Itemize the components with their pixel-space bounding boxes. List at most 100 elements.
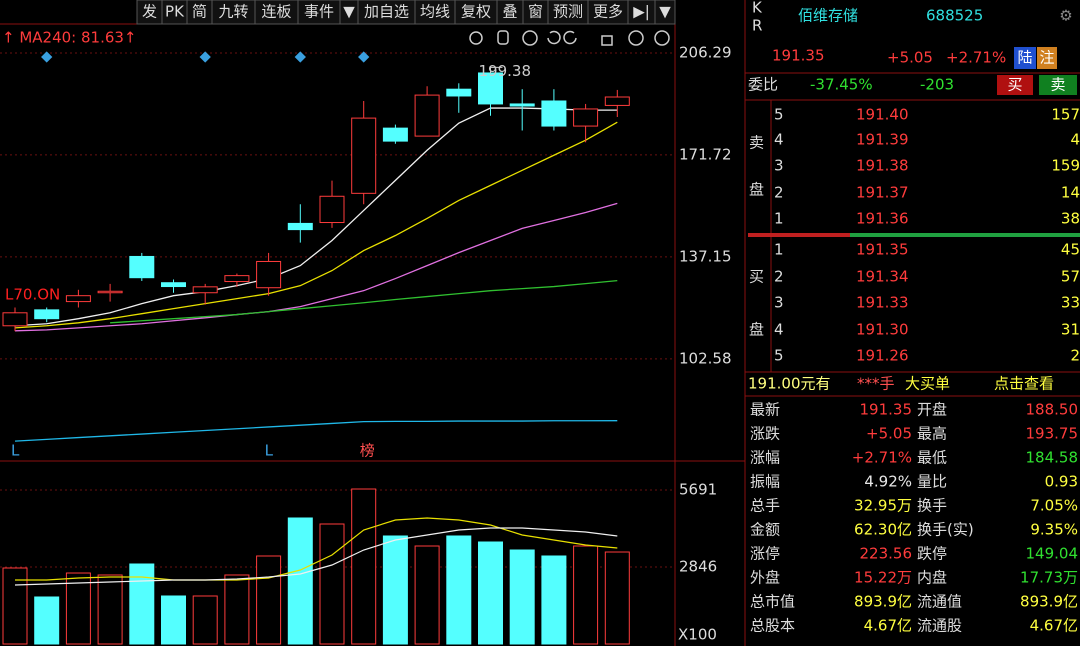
volume-bar: [446, 535, 472, 645]
volume-bar: [34, 596, 60, 645]
toolbar-button[interactable]: 发: [142, 3, 157, 21]
toolbar-button[interactable]: PK: [165, 3, 185, 21]
buy-button-bg[interactable]: [997, 75, 1033, 95]
toolbar-button[interactable]: 加自选: [364, 3, 409, 21]
toolbar-button[interactable]: 事件: [304, 3, 334, 21]
y-tick-label: 2846: [679, 557, 717, 575]
stat-label: 最新: [750, 401, 780, 419]
indicator-label: ↑ MA240: 81.63↑: [2, 29, 137, 47]
stat-value: 184.58: [1026, 449, 1079, 467]
toolbar-button[interactable]: 九转: [218, 3, 248, 21]
toolbar-button-bg[interactable]: [357, 0, 416, 25]
toolbar-button[interactable]: 窗: [528, 3, 543, 21]
toolbar-button-bg[interactable]: [547, 0, 589, 25]
candle-body: [351, 117, 377, 194]
level: 2: [774, 184, 784, 202]
stat-label: 最高: [917, 425, 947, 443]
event-marker[interactable]: [41, 51, 53, 63]
level-volume: 14: [1061, 184, 1080, 202]
change-pct: +2.71%: [946, 49, 1006, 67]
toolbar-button[interactable]: ▶|: [633, 3, 650, 21]
sell-button-bg[interactable]: [1039, 75, 1077, 95]
toolbar-button[interactable]: 连板: [261, 3, 291, 21]
event-label[interactable]: L: [265, 442, 274, 460]
stat-value: 0.93: [1045, 473, 1078, 491]
level-volume: 31: [1061, 321, 1080, 339]
stat-label: 总股本: [750, 617, 795, 635]
sell-button[interactable]: 卖: [1050, 76, 1065, 94]
toolbar-button-bg[interactable]: [496, 0, 524, 25]
stat-label: 总市值: [750, 593, 795, 611]
candle-body: [2, 312, 28, 327]
level-price: 191.37: [856, 184, 909, 202]
stat-value: 62.30亿: [854, 521, 912, 539]
level: 4: [774, 131, 784, 149]
stat-value: 149.04: [1026, 545, 1079, 563]
ratio-label: 委比: [748, 76, 778, 94]
toolbar-button-bg[interactable]: [414, 0, 456, 25]
max-label: 199.38: [479, 62, 532, 80]
volume-bar: [351, 488, 377, 645]
buy-button[interactable]: 买: [1007, 76, 1022, 94]
big-order: 大买单: [905, 375, 950, 393]
toolbar-button[interactable]: 均线: [420, 3, 450, 21]
toolbar-button-bg[interactable]: [186, 0, 213, 25]
volume-bar: [573, 545, 599, 645]
stat-label: 外盘: [750, 569, 780, 587]
stat-label: 内盘: [917, 569, 947, 587]
toolbar-button[interactable]: 复权: [461, 3, 491, 21]
candle-body: [573, 108, 599, 127]
event-marker[interactable]: [358, 51, 370, 63]
level: 1: [774, 241, 784, 259]
toolbar-button[interactable]: 简: [192, 3, 207, 21]
y-tick-label: 171.72: [679, 145, 732, 163]
volume-bar: [509, 549, 535, 645]
stat-value: 15.22万: [854, 569, 912, 587]
toolbar-button[interactable]: 更多: [593, 3, 623, 21]
candle-body: [287, 222, 313, 231]
toolbar-button-bg[interactable]: [297, 0, 341, 25]
stat-label: 振幅: [750, 473, 780, 491]
stat-label: 涨停: [750, 545, 780, 563]
stat-value: 193.75: [1026, 425, 1079, 443]
ma-line: [14, 202, 618, 332]
stock-code: 688525: [926, 7, 983, 25]
stat-label: 换手(实): [917, 521, 974, 539]
badge: 注: [1039, 49, 1054, 67]
toolbar-button[interactable]: 叠: [502, 3, 517, 21]
event-label[interactable]: L: [11, 442, 20, 460]
toolbar-button-bg[interactable]: [654, 0, 676, 25]
toolbar-button[interactable]: 预测: [553, 3, 583, 21]
stat-value: 4.67亿: [1030, 617, 1078, 635]
event-marker[interactable]: [294, 51, 306, 63]
settings-icon[interactable]: ⚙: [1059, 7, 1072, 25]
event-marker[interactable]: [199, 51, 211, 63]
stat-label: 换手: [917, 497, 947, 515]
toolbar-button[interactable]: ▼: [659, 3, 671, 21]
stat-value: 4.92%: [864, 473, 912, 491]
stat-label: 总手: [750, 497, 780, 515]
toolbar-button[interactable]: ▼: [343, 3, 355, 21]
ma-line: [14, 420, 618, 442]
stat-value: 223.56: [860, 545, 913, 563]
level: 4: [774, 321, 784, 339]
event-label[interactable]: 榜: [360, 442, 375, 460]
candle-body: [509, 103, 535, 107]
toolbar-button-bg[interactable]: [627, 0, 656, 25]
volume-ma: [14, 527, 618, 586]
candle-body: [192, 286, 218, 294]
level-volume: 157: [1051, 106, 1080, 124]
level-price: 191.33: [856, 294, 909, 312]
toolbar-button-bg[interactable]: [454, 0, 498, 25]
candle-body: [414, 94, 440, 137]
volume-bar: [224, 574, 250, 645]
big-order[interactable]: 点击查看: [994, 375, 1054, 393]
side-label: 卖: [749, 134, 764, 152]
volume-bar: [256, 555, 282, 645]
chart-tools[interactable]: [469, 30, 670, 46]
level-volume: 38: [1061, 210, 1080, 228]
level: 1: [774, 210, 784, 228]
level-volume: 4: [1070, 131, 1080, 149]
candle-body: [319, 195, 345, 224]
divider-red: [748, 233, 850, 237]
